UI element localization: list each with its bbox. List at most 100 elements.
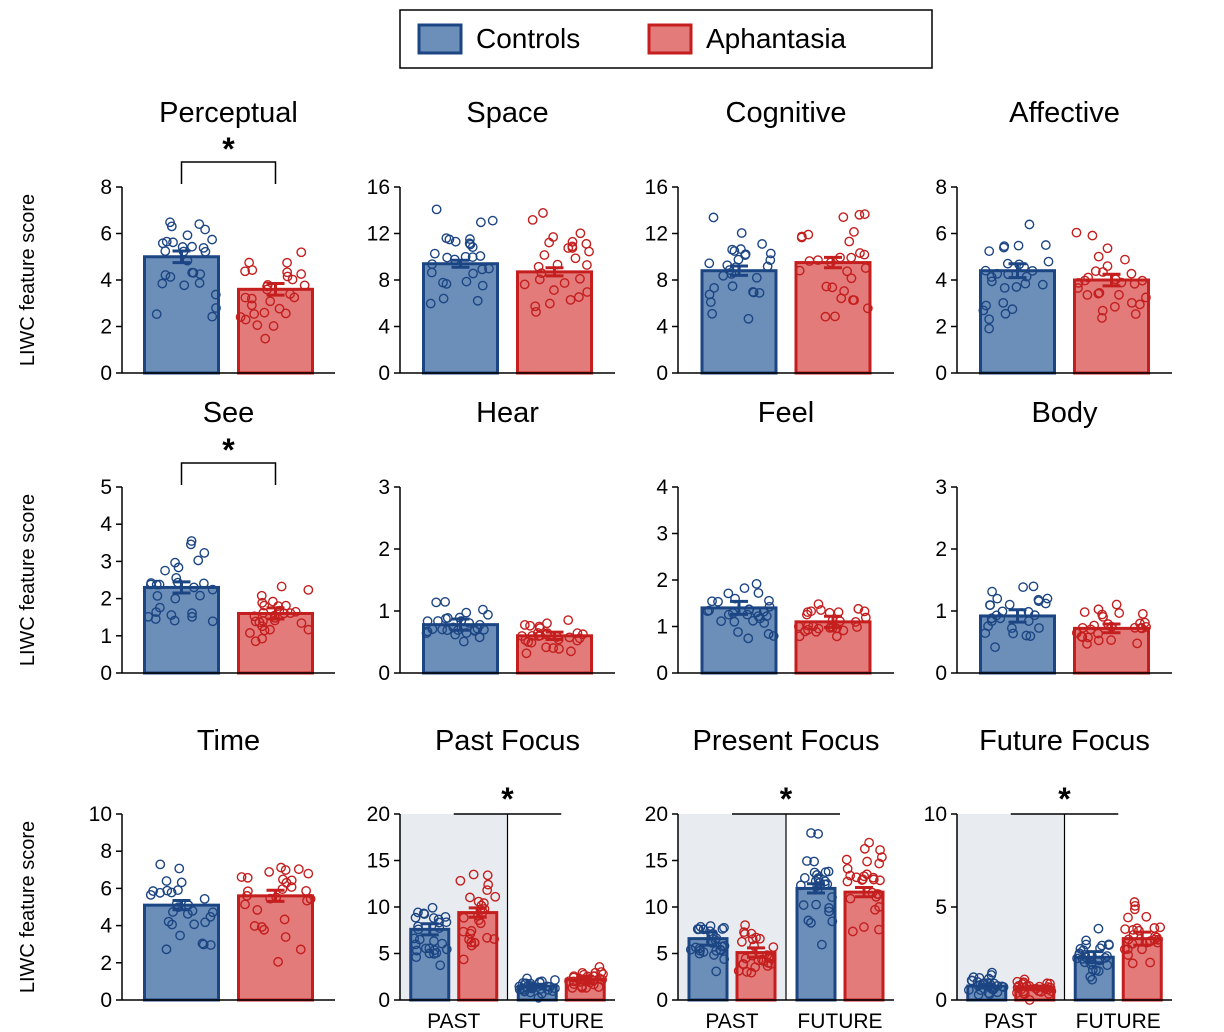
y-tick-label: 2 bbox=[935, 316, 947, 339]
data-point bbox=[859, 249, 870, 260]
y-tick-label: 6 bbox=[100, 877, 112, 900]
data-point bbox=[984, 246, 995, 257]
error-bar-controls bbox=[1008, 608, 1027, 624]
data-point bbox=[998, 297, 1009, 308]
bar-aphantasia bbox=[237, 894, 314, 1002]
data-point bbox=[1104, 940, 1114, 951]
data-point bbox=[802, 607, 813, 618]
data-point bbox=[842, 863, 853, 874]
data-point bbox=[809, 856, 820, 867]
data-point bbox=[295, 944, 306, 955]
panel-title: Cognitive bbox=[726, 97, 847, 129]
data-point bbox=[831, 631, 842, 642]
data-point bbox=[862, 303, 873, 314]
panel-feel: Feel 0 1 2 3 4 bbox=[656, 397, 894, 685]
data-point bbox=[716, 945, 726, 956]
data-point bbox=[803, 229, 814, 240]
data-point bbox=[282, 267, 293, 278]
data-point bbox=[859, 209, 870, 220]
data-point bbox=[150, 614, 161, 624]
data-point bbox=[874, 902, 885, 912]
panel-space: Space 0 4 8 12 16 bbox=[367, 97, 615, 385]
data-point bbox=[469, 937, 480, 948]
data-point bbox=[548, 232, 559, 242]
error-bar-controls bbox=[420, 922, 439, 937]
data-point bbox=[173, 562, 184, 573]
data-point bbox=[279, 914, 290, 925]
data-point bbox=[850, 617, 861, 627]
data-point bbox=[287, 274, 298, 285]
data-point bbox=[1042, 593, 1053, 604]
data-point bbox=[1081, 935, 1091, 946]
data-point bbox=[1036, 986, 1046, 997]
data-point bbox=[1040, 240, 1051, 250]
data-point bbox=[273, 956, 283, 967]
data-point bbox=[768, 942, 779, 953]
data-point bbox=[1027, 265, 1038, 276]
data-point bbox=[1114, 608, 1125, 618]
bar-controls bbox=[422, 262, 499, 375]
data-point bbox=[207, 584, 218, 595]
legend-swatch-aphantasia bbox=[647, 23, 693, 55]
data-point bbox=[1093, 923, 1104, 934]
data-point bbox=[704, 258, 715, 269]
data-point bbox=[820, 876, 830, 887]
data-point bbox=[167, 919, 177, 930]
y-tick-label: 5 bbox=[935, 896, 947, 919]
y-tick-label: 0 bbox=[656, 989, 668, 1012]
error-bar-aphantasia bbox=[266, 281, 285, 297]
data-point bbox=[573, 292, 584, 302]
data-point bbox=[985, 600, 996, 611]
data-point bbox=[273, 601, 284, 612]
data-point bbox=[187, 611, 197, 622]
data-point bbox=[249, 611, 260, 622]
data-point bbox=[762, 261, 773, 272]
data-point bbox=[256, 590, 267, 601]
data-point bbox=[483, 609, 493, 620]
y-tick-label: 1 bbox=[656, 616, 668, 639]
data-point bbox=[983, 621, 993, 632]
data-point bbox=[458, 912, 469, 923]
data-point bbox=[1097, 940, 1107, 951]
y-tick-label: 12 bbox=[367, 223, 390, 246]
data-point bbox=[431, 597, 442, 608]
data-point bbox=[1082, 638, 1092, 649]
data-point bbox=[1097, 609, 1108, 620]
data-point bbox=[200, 917, 211, 928]
panel-title: Perceptual bbox=[159, 97, 298, 129]
error-bar-aphantasia bbox=[824, 255, 842, 270]
legend-label-aphantasia: Aphantasia bbox=[706, 23, 847, 54]
data-point bbox=[704, 289, 715, 300]
data-point bbox=[166, 887, 177, 898]
data-point bbox=[980, 265, 991, 276]
data-point bbox=[303, 624, 314, 635]
data-point bbox=[1013, 240, 1024, 251]
data-point bbox=[751, 578, 762, 589]
data-point bbox=[155, 887, 165, 898]
bar-controls bbox=[700, 606, 778, 675]
data-point bbox=[1042, 978, 1053, 989]
data-point bbox=[566, 646, 576, 657]
data-point bbox=[1079, 607, 1090, 618]
data-point bbox=[296, 269, 307, 279]
y-tick-label: 16 bbox=[645, 176, 668, 199]
data-point bbox=[1102, 261, 1113, 272]
data-point bbox=[1122, 944, 1133, 954]
data-point bbox=[572, 628, 583, 639]
data-point bbox=[1077, 632, 1088, 642]
y-tick-label: 0 bbox=[656, 362, 668, 385]
data-point bbox=[584, 246, 594, 257]
significance-star: * bbox=[222, 131, 235, 167]
data-point bbox=[249, 309, 260, 319]
data-point bbox=[274, 303, 285, 314]
data-point bbox=[690, 942, 701, 953]
data-point bbox=[811, 899, 821, 910]
data-point bbox=[804, 256, 815, 266]
y-tick-label: 0 bbox=[935, 989, 947, 1012]
data-point bbox=[438, 293, 449, 304]
data-point bbox=[838, 625, 849, 636]
data-point bbox=[520, 635, 531, 645]
data-point bbox=[1145, 957, 1156, 968]
data-point bbox=[427, 624, 438, 635]
data-point bbox=[813, 623, 824, 634]
